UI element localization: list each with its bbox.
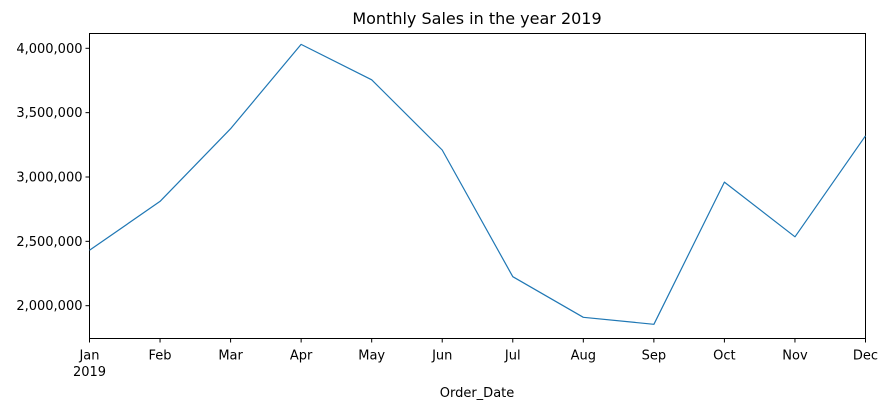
y-tick-label: 3,500,000 xyxy=(16,106,82,121)
x-tick-label: Jun xyxy=(431,349,452,364)
x-tick-label: Feb xyxy=(149,349,172,364)
y-tick-label: 2,000,000 xyxy=(16,299,82,314)
x-tick-label: Dec xyxy=(853,349,878,364)
y-tick-label: 3,000,000 xyxy=(16,170,82,185)
x-tick-label: Aug xyxy=(571,349,596,364)
x-tick-label: Apr xyxy=(290,349,313,364)
series-layer xyxy=(89,43,866,325)
x-year-label: 2019 xyxy=(73,365,106,380)
x-tick-label: Nov xyxy=(782,349,808,364)
x-axis-label: Order_Date xyxy=(440,386,515,401)
x-axis: Jan Feb Mar Apr May Jun Jul Aug Sep Oct Nov Dec xyxy=(78,338,878,364)
plot-area-frame xyxy=(89,33,866,339)
x-tick-label: Mar xyxy=(218,349,243,364)
chart-title: Monthly Sales in the year 2019 xyxy=(352,9,601,28)
x-tick-label: Jan xyxy=(78,349,99,364)
x-tick-label: Jul xyxy=(504,349,521,364)
x-tick-label: Sep xyxy=(642,349,667,364)
y-tick-label: 2,500,000 xyxy=(16,235,82,250)
x-tick-label: May xyxy=(358,349,385,364)
y-axis: 2,000,000 2,500,000 3,000,000 3,500,000 4,00… xyxy=(16,42,90,314)
series-line xyxy=(89,43,866,325)
x-tick-label: Oct xyxy=(713,349,735,364)
y-tick-label: 4,000,000 xyxy=(16,42,82,57)
